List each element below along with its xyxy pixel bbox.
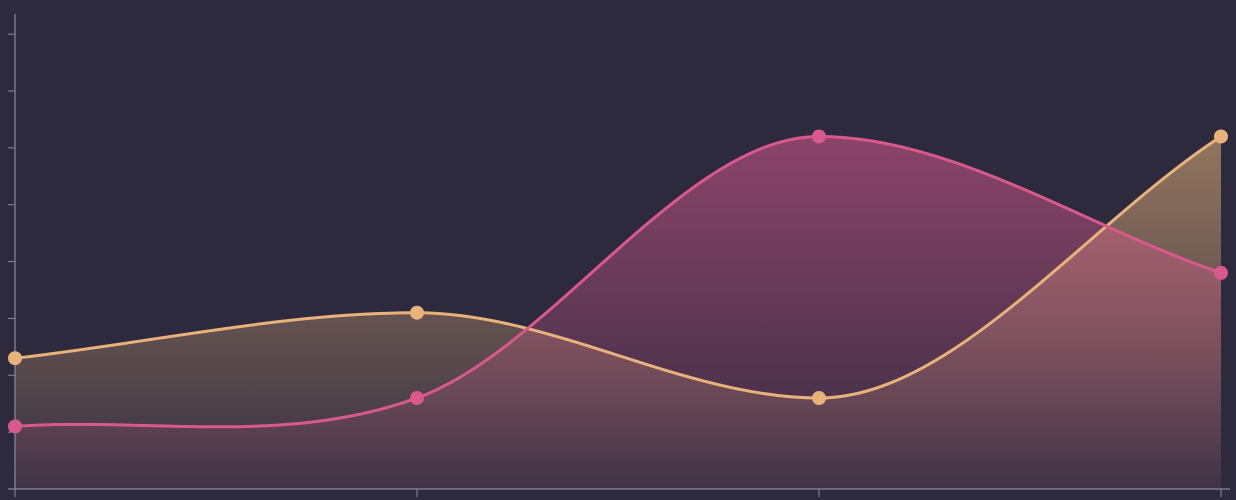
series-2-point-1[interactable] — [8, 419, 22, 434]
series-2-area — [15, 136, 1221, 489]
series-2-point-2[interactable] — [410, 391, 424, 406]
lines-layer — [13, 134, 1223, 429]
points-layer — [8, 129, 1228, 434]
series-1-point-4[interactable] — [1214, 129, 1228, 144]
axes-layer — [8, 14, 1230, 497]
series-1-point-1[interactable] — [8, 351, 22, 366]
series-1-point-2[interactable] — [410, 305, 424, 320]
areas-layer — [15, 136, 1221, 489]
series-2-line — [13, 134, 1223, 429]
series-2-point-3[interactable] — [812, 129, 826, 144]
series-2-point-4[interactable] — [1214, 265, 1228, 280]
series-1-line — [13, 134, 1223, 400]
series-1-point-3[interactable] — [812, 391, 826, 406]
